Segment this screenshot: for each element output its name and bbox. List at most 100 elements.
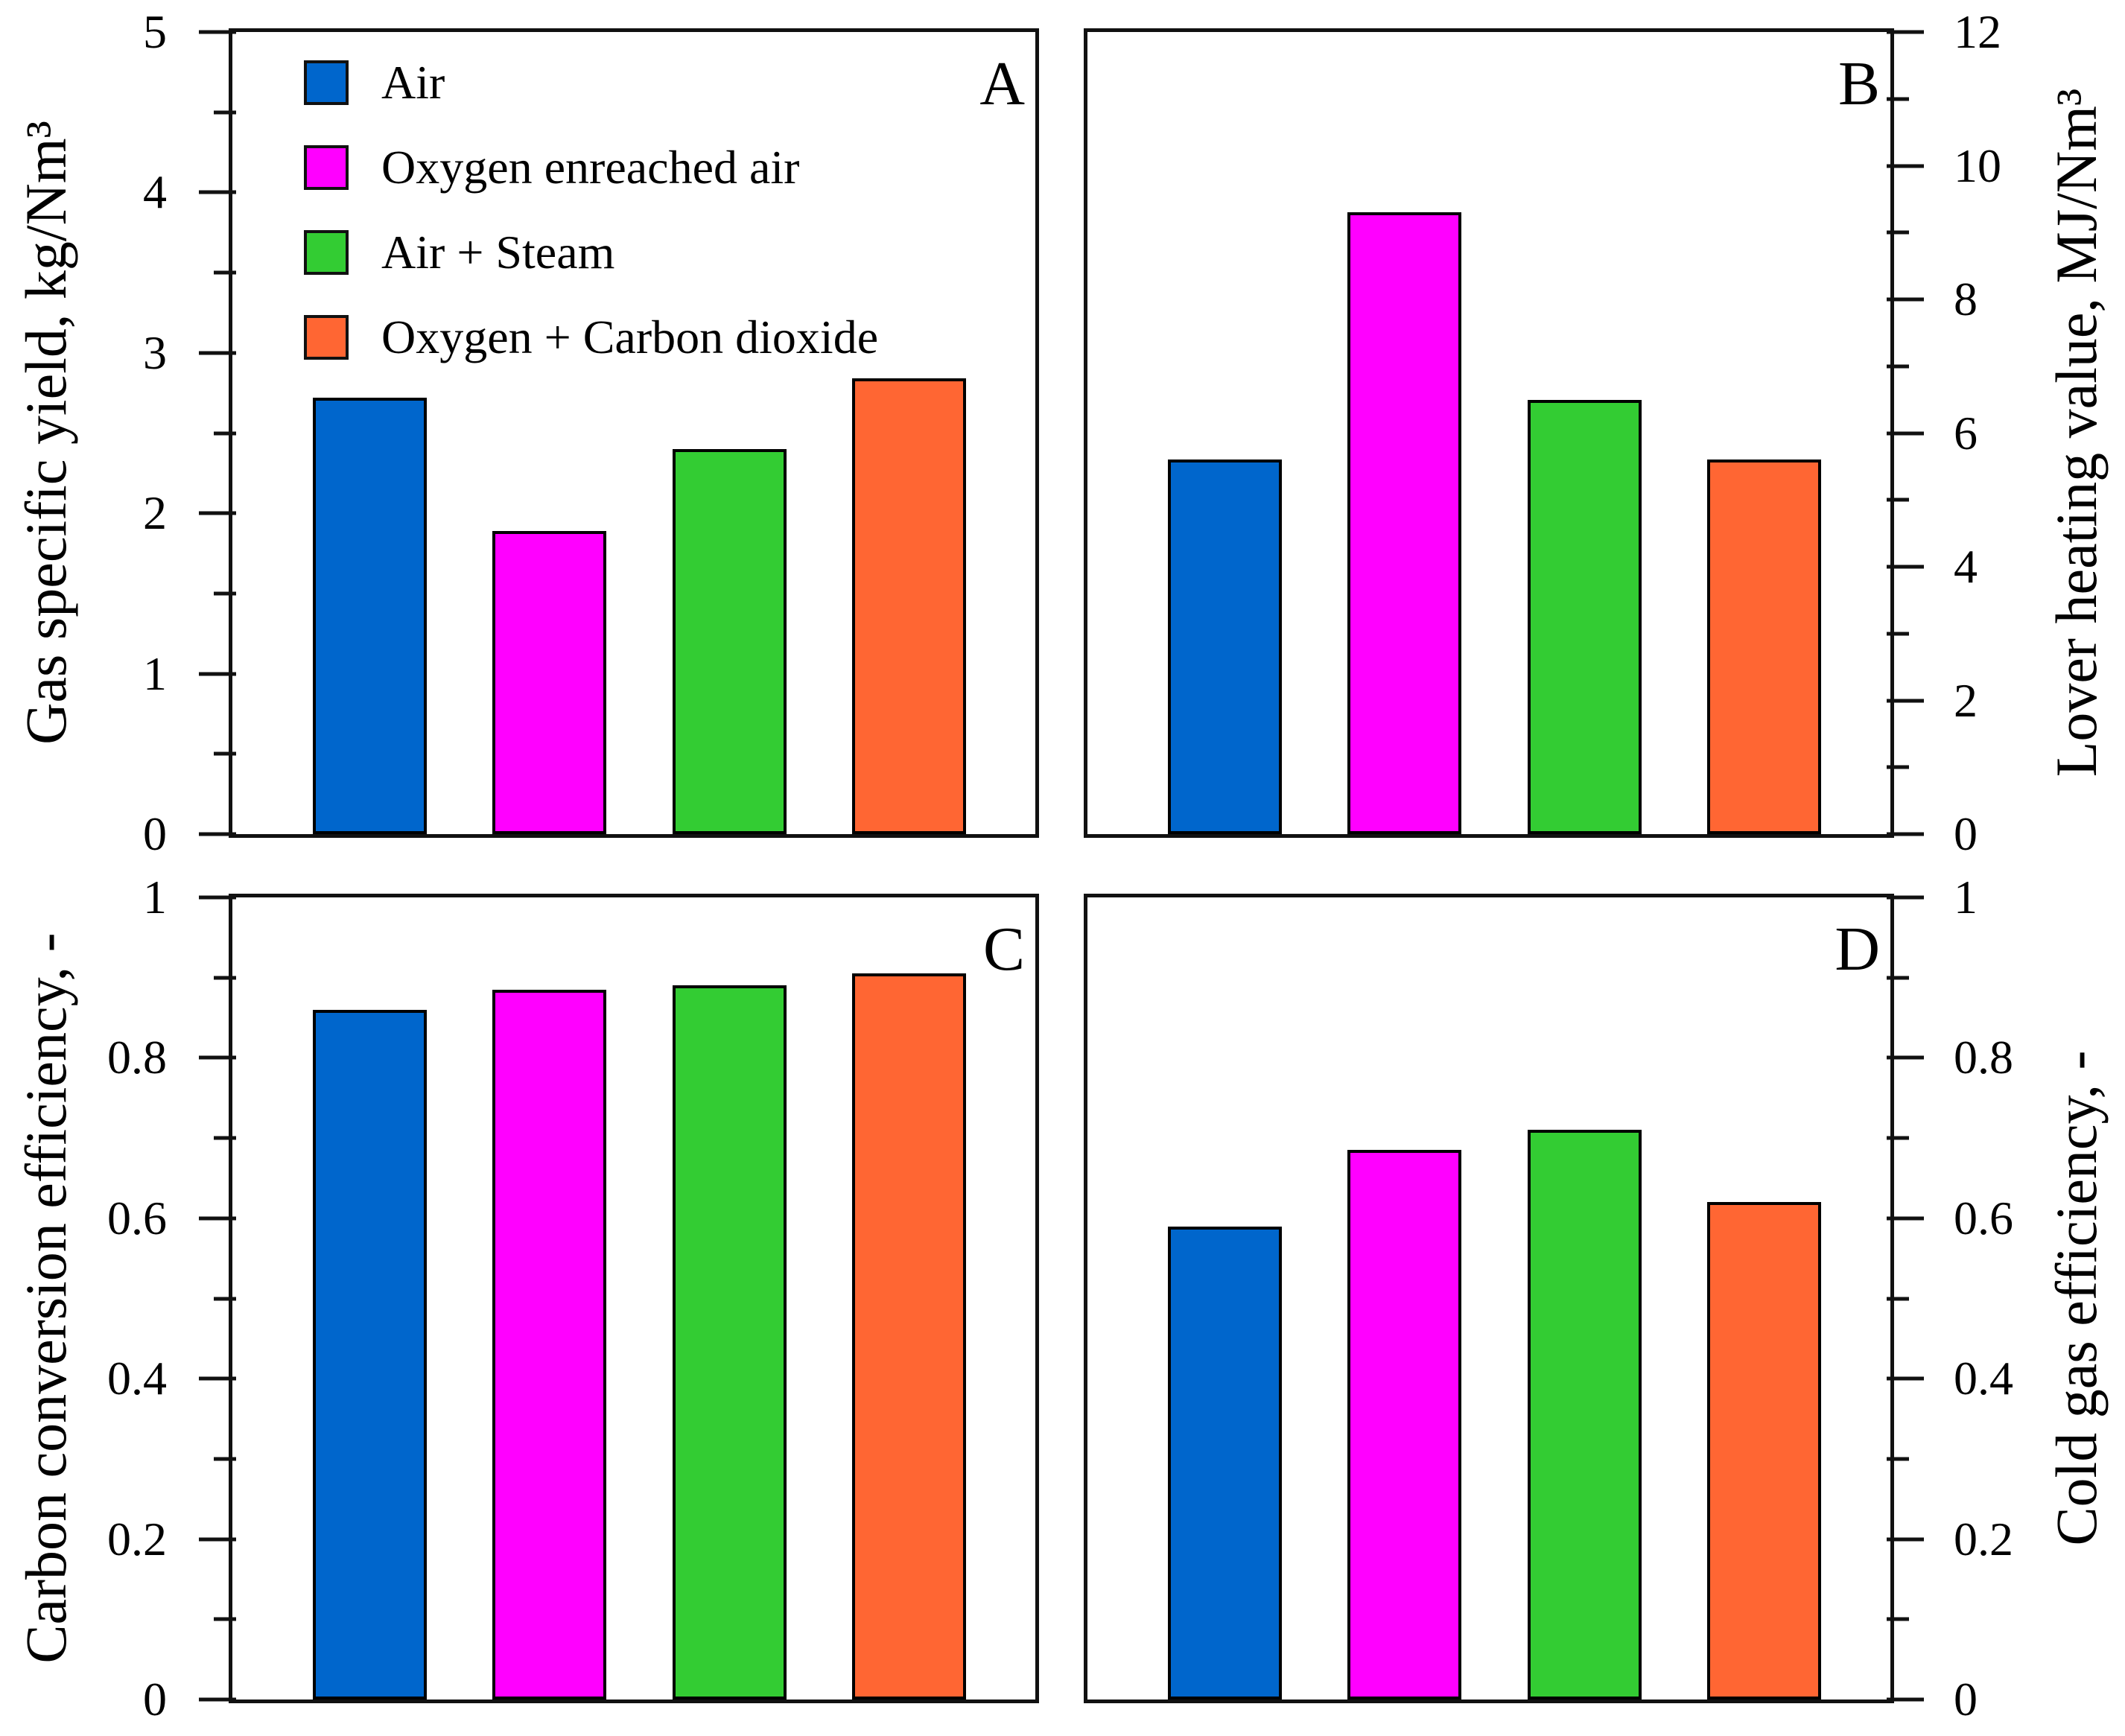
y-tick-major	[199, 511, 236, 515]
legend-item-air-steam: Air + Steam	[304, 229, 878, 276]
y-tick-minor	[1887, 97, 1909, 101]
y-tick-label: 12	[1954, 5, 2001, 58]
y-tick-label: 5	[143, 5, 167, 58]
legend-swatch-air	[304, 60, 349, 105]
y-tick-label: 0.6	[1954, 1191, 2013, 1244]
panel-letter-a: A	[979, 49, 1025, 118]
y-tick-minor	[1887, 1617, 1909, 1621]
y-tick-label: 0.8	[1954, 1031, 2013, 1084]
y-tick-label: 4	[143, 165, 167, 219]
bar-oxygen-carbon-dioxide	[1707, 1202, 1822, 1700]
y-tick-major	[1887, 1376, 1924, 1381]
panel-c: C 0 0.2 0.4 0.6 0.8 1	[107, 874, 1039, 1723]
y-tick-major	[1887, 164, 1924, 168]
plot-area-d: D 0 0.2 0.4 0.6 0.8 1	[1084, 874, 2013, 1723]
y-tick-label: 2	[143, 486, 167, 540]
y-tick-minor	[214, 270, 236, 275]
y-tick-label: 1	[1954, 871, 1978, 923]
y-tick-minor	[214, 976, 236, 980]
y-tick-label: 0	[1954, 1673, 1978, 1726]
y-tick-minor	[214, 1617, 236, 1621]
y-tick-major	[1887, 832, 1924, 836]
y-tick-label: 0.4	[1954, 1352, 2013, 1405]
panel-b: B 0 2 4 6 8 10 12	[1084, 8, 2001, 858]
y-tick-label: 0.8	[107, 1031, 167, 1084]
bar-air	[312, 1009, 427, 1700]
y-tick-minor	[214, 591, 236, 596]
y-tick-minor	[214, 431, 236, 435]
y-tick-label: 0.4	[107, 1352, 167, 1405]
y-tick-minor	[1887, 1297, 1909, 1300]
legend: Air Oxygen enreached air Air + Steam Oxy…	[304, 59, 878, 361]
bar-oxygen-carbon-dioxide	[852, 973, 967, 1700]
y-tick-major	[199, 1216, 236, 1221]
bar-oxygen-carbon-dioxide	[852, 378, 967, 834]
y-tick-minor	[1887, 1457, 1909, 1461]
legend-label-air: Air	[381, 56, 445, 109]
y-tick-major	[199, 1055, 236, 1060]
plot-area-a: A Air Oxygen enreached air Air + Steam O…	[143, 8, 1039, 858]
bar-air-steam	[1527, 1130, 1642, 1700]
y-tick-label: 10	[1954, 139, 2001, 192]
bar-air-steam	[672, 985, 787, 1700]
y-tick-label: 0.2	[107, 1512, 167, 1565]
y-tick-major	[199, 672, 236, 676]
bar-air	[1167, 460, 1282, 834]
y-tick-label: 0.2	[1954, 1512, 2013, 1565]
panel-a: A Air Oxygen enreached air Air + Steam O…	[143, 8, 1039, 858]
y-tick-minor	[1887, 976, 1909, 980]
legend-label-oxygen-enreached-air: Oxygen enreached air	[381, 141, 800, 194]
y-tick-major	[1887, 1697, 1924, 1702]
y-tick-major	[199, 1697, 236, 1702]
bar-oxygen-enreached-air	[492, 989, 607, 1700]
bar-air	[312, 398, 427, 834]
panel-d: D 0 0.2 0.4 0.6 0.8 1	[1084, 874, 2013, 1723]
legend-item-oxygen-enreached-air: Oxygen enreached air	[304, 144, 878, 191]
y-tick-label: 1	[143, 646, 167, 700]
panel-letter-b: B	[1837, 49, 1880, 118]
y-tick-label: 0.6	[107, 1191, 167, 1244]
y-tick-major	[199, 30, 236, 34]
y-tick-label: 2	[1954, 673, 1978, 727]
y-tick-major	[1887, 565, 1924, 569]
y-axis-title-cold-gas-efficiency: Cold gas efficiency, -	[2044, 1050, 2109, 1546]
y-tick-minor	[214, 1457, 236, 1461]
y-tick-major	[1887, 1216, 1924, 1221]
y-tick-label: 4	[1954, 540, 1978, 593]
legend-item-air: Air	[304, 59, 878, 106]
y-tick-minor	[1887, 1136, 1909, 1140]
bar-air-steam	[672, 449, 787, 834]
y-tick-major	[1887, 297, 1924, 302]
legend-label-oxygen-carbon-dioxide: Oxygen + Carbon dioxide	[381, 311, 879, 363]
panel-letter-c: C	[982, 915, 1025, 984]
y-tick-label: 1	[143, 871, 167, 923]
plot-area-c: C 0 0.2 0.4 0.6 0.8 1	[107, 874, 1039, 1723]
y-axis-title-carbon-conversion-efficiency: Carbon conversion efficiency, -	[13, 932, 78, 1664]
y-tick-label: 0	[143, 1673, 167, 1726]
bar-oxygen-carbon-dioxide	[1707, 460, 1822, 834]
y-tick-minor	[214, 751, 236, 756]
y-tick-major	[199, 832, 236, 836]
y-tick-minor	[1887, 632, 1909, 636]
bar-oxygen-enreached-air	[492, 530, 607, 834]
y-tick-major	[199, 351, 236, 355]
legend-item-oxygen-carbon-dioxide: Oxygen + Carbon dioxide	[304, 314, 878, 361]
y-tick-minor	[214, 1297, 236, 1300]
y-axis-title-gas-specific-yield: Gas specific yield, kg/Nm³	[13, 121, 78, 745]
y-axis-title-lower-heating-value: Lover heating value, MJ/Nm³	[2044, 88, 2109, 778]
y-tick-major	[1887, 30, 1924, 34]
y-tick-major	[1887, 431, 1924, 435]
legend-label-air-steam: Air + Steam	[381, 226, 615, 279]
y-tick-minor	[1887, 364, 1909, 369]
y-tick-minor	[1887, 230, 1909, 235]
y-tick-major	[199, 895, 236, 900]
legend-swatch-air-steam	[304, 230, 349, 275]
plot-area-b: B 0 2 4 6 8 10 12	[1084, 8, 2001, 858]
y-tick-label: 3	[143, 325, 167, 379]
y-tick-major	[1887, 699, 1924, 702]
y-tick-major	[1887, 1537, 1924, 1542]
panel-letter-d: D	[1835, 915, 1880, 984]
bar-air-steam	[1527, 399, 1642, 834]
y-tick-label: 0	[143, 807, 167, 860]
